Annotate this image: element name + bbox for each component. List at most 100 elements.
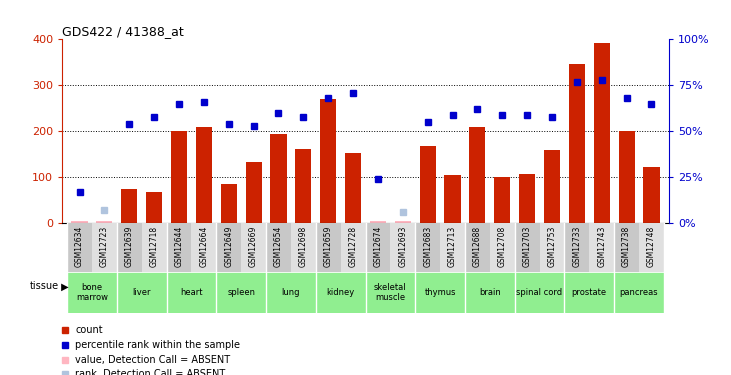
Text: GSM12674: GSM12674 (374, 226, 382, 267)
Bar (515, 223, 539, 272)
Text: kidney: kidney (327, 288, 355, 297)
Text: GSM12683: GSM12683 (423, 226, 432, 267)
Bar (614, 272, 664, 313)
Text: GSM12669: GSM12669 (249, 226, 258, 267)
Bar (171, 131, 187, 223)
Bar (241, 223, 266, 272)
Text: value, Detection Call = ABSENT: value, Detection Call = ABSENT (75, 355, 230, 365)
Bar (390, 223, 415, 272)
Bar (366, 272, 415, 313)
Bar (316, 223, 341, 272)
Text: GSM12654: GSM12654 (274, 226, 283, 267)
Bar (465, 272, 515, 313)
Bar (618, 131, 635, 223)
Bar (589, 223, 614, 272)
Text: GSM12688: GSM12688 (473, 226, 482, 267)
Text: bone
marrow: bone marrow (76, 283, 108, 302)
Text: GSM12738: GSM12738 (622, 226, 631, 267)
Text: liver: liver (132, 288, 151, 297)
Text: GSM12659: GSM12659 (324, 226, 333, 267)
Text: GSM12664: GSM12664 (200, 226, 208, 267)
Bar (270, 135, 287, 223)
Bar (221, 184, 237, 223)
Text: GSM12713: GSM12713 (448, 226, 457, 267)
Bar (440, 223, 465, 272)
Text: GSM12698: GSM12698 (299, 226, 308, 267)
Bar (415, 272, 465, 313)
Bar (216, 272, 266, 313)
Bar (494, 177, 510, 223)
Text: GSM12723: GSM12723 (100, 226, 109, 267)
Text: heart: heart (180, 288, 202, 297)
Bar (639, 223, 664, 272)
Bar (539, 223, 564, 272)
Bar (643, 167, 659, 223)
Bar (96, 221, 113, 223)
Bar (515, 272, 564, 313)
Text: GSM12733: GSM12733 (572, 226, 581, 267)
Text: brain: brain (479, 288, 501, 297)
Text: percentile rank within the sample: percentile rank within the sample (75, 340, 240, 350)
Bar (146, 192, 162, 223)
Text: skeletal
muscle: skeletal muscle (374, 283, 406, 302)
Bar (291, 223, 316, 272)
Bar (370, 221, 386, 223)
Bar (117, 223, 142, 272)
Bar (465, 223, 490, 272)
Bar (320, 99, 336, 223)
Text: rank, Detection Call = ABSENT: rank, Detection Call = ABSENT (75, 369, 226, 375)
Bar (420, 146, 436, 223)
Bar (594, 43, 610, 223)
Bar (72, 221, 88, 223)
Text: GSM12634: GSM12634 (75, 226, 84, 267)
Bar (519, 174, 535, 223)
Text: GSM12728: GSM12728 (349, 226, 357, 267)
Bar (67, 272, 117, 313)
Bar (67, 223, 92, 272)
Text: prostate: prostate (572, 288, 607, 297)
Bar (167, 223, 192, 272)
Bar (196, 127, 212, 223)
Text: lung: lung (281, 288, 300, 297)
Bar (614, 223, 639, 272)
Bar (316, 272, 366, 313)
Bar (544, 150, 560, 223)
Bar (246, 162, 262, 223)
Text: tissue: tissue (29, 281, 58, 291)
Bar (564, 223, 589, 272)
Bar (167, 272, 216, 313)
Text: GSM12748: GSM12748 (647, 226, 656, 267)
Bar (366, 223, 390, 272)
Bar (564, 272, 614, 313)
Text: GSM12753: GSM12753 (548, 226, 556, 267)
Bar (490, 223, 515, 272)
Bar (345, 153, 361, 223)
Bar (266, 272, 316, 313)
Bar (142, 223, 167, 272)
Bar (117, 272, 167, 313)
Bar (469, 127, 485, 223)
Text: GSM12639: GSM12639 (125, 226, 134, 267)
Bar (444, 175, 461, 223)
Text: GSM12743: GSM12743 (597, 226, 606, 267)
Bar (121, 189, 137, 223)
Text: GSM12708: GSM12708 (498, 226, 507, 267)
Bar (295, 149, 311, 223)
Bar (216, 223, 241, 272)
Bar (569, 64, 585, 223)
Text: spinal cord: spinal cord (517, 288, 563, 297)
Bar (395, 221, 411, 223)
Bar (415, 223, 440, 272)
Text: GSM12693: GSM12693 (398, 226, 407, 267)
Bar (341, 223, 366, 272)
Text: GSM12703: GSM12703 (523, 226, 531, 267)
Text: GSM12644: GSM12644 (175, 226, 183, 267)
Text: count: count (75, 325, 103, 334)
Text: GDS422 / 41388_at: GDS422 / 41388_at (62, 25, 184, 38)
Text: ▶: ▶ (58, 281, 69, 291)
Bar (92, 223, 117, 272)
Text: thymus: thymus (425, 288, 456, 297)
Text: GSM12649: GSM12649 (224, 226, 233, 267)
Text: GSM12718: GSM12718 (150, 226, 159, 267)
Bar (266, 223, 291, 272)
